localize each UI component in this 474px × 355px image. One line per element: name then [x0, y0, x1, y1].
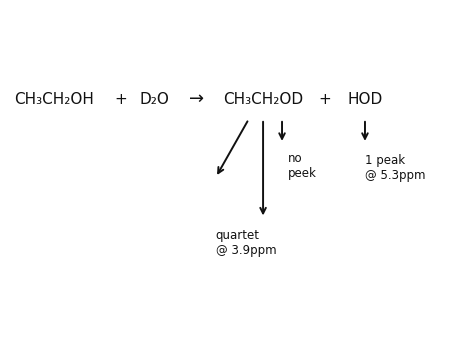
Text: CH₃CH₂OH: CH₃CH₂OH — [15, 92, 94, 107]
Text: 1 peak
@ 5.3ppm: 1 peak @ 5.3ppm — [365, 154, 426, 182]
Text: CH₃CH₂OD: CH₃CH₂OD — [223, 92, 303, 107]
Text: quartet
@ 3.9ppm: quartet @ 3.9ppm — [216, 229, 276, 257]
Text: HOD: HOD — [347, 92, 383, 107]
Text: →: → — [189, 91, 204, 108]
Text: D₂O: D₂O — [139, 92, 169, 107]
Text: +: + — [115, 92, 127, 107]
Text: no
peek: no peek — [288, 152, 317, 180]
Text: +: + — [319, 92, 331, 107]
